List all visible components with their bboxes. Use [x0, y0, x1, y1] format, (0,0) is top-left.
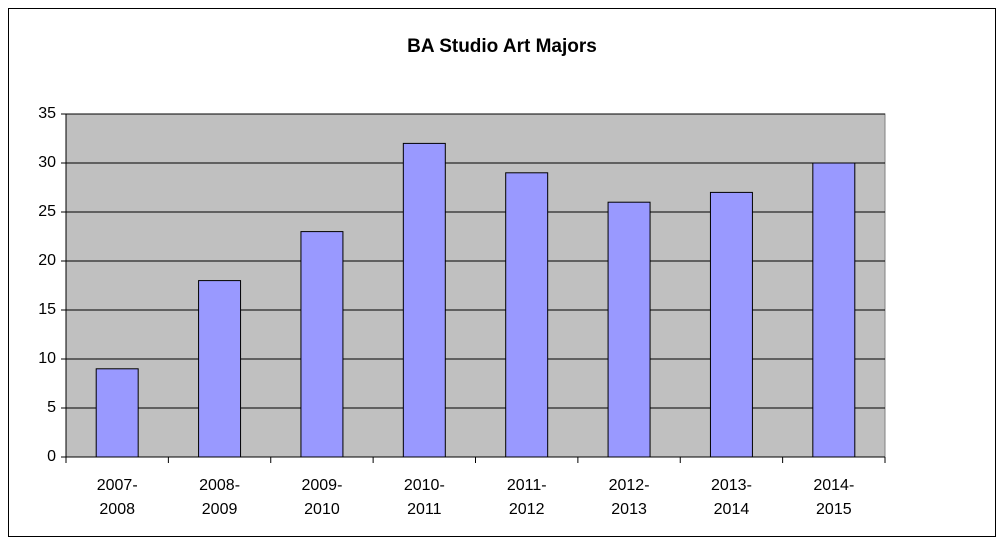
y-tick-label: 30 — [38, 154, 56, 171]
x-tick-label: 2011-2012 — [507, 477, 547, 518]
bar — [198, 280, 242, 458]
y-tick-label: 35 — [38, 105, 56, 122]
bar — [709, 191, 753, 458]
y-tick-label: 0 — [47, 448, 56, 465]
bar — [812, 162, 856, 458]
bar — [607, 201, 651, 458]
x-tick-label: 2009-2010 — [301, 477, 342, 518]
y-tick-label: 5 — [47, 399, 56, 416]
y-tick-label: 20 — [38, 252, 56, 269]
x-tick-label: 2012-2013 — [609, 477, 650, 518]
chart-title: BA Studio Art Majors — [407, 36, 597, 57]
x-tick-label: 2013-2014 — [711, 477, 752, 518]
x-tick-label: 2010-2011 — [404, 477, 445, 518]
x-tick-label: 2007-2008 — [97, 477, 138, 518]
y-tick-label: 15 — [38, 301, 56, 318]
bar — [505, 172, 549, 458]
bar — [300, 231, 344, 458]
plot-area — [65, 113, 886, 458]
x-tick-label: 2008-2009 — [199, 477, 240, 518]
y-tick-label: 10 — [38, 350, 56, 367]
x-tick-label: 2014-2015 — [813, 477, 854, 518]
bar — [95, 368, 139, 458]
y-tick-label: 25 — [38, 203, 56, 220]
bar — [402, 142, 446, 458]
